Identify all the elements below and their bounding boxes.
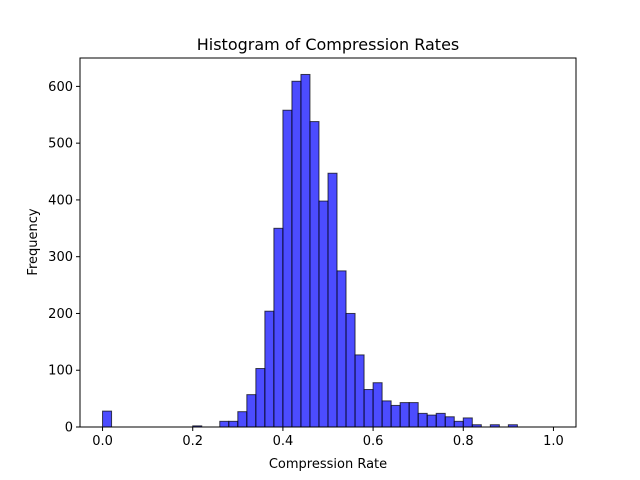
histogram-bar [399, 402, 410, 428]
histogram-bar [264, 310, 275, 428]
histogram-bar [426, 414, 437, 428]
y-axis-ticks: 0 100 200 300 400 500 600 [48, 80, 80, 436]
y-axis-label: Frequency [26, 208, 41, 275]
histogram-bar [237, 411, 248, 428]
histogram-bar [372, 382, 383, 428]
histogram-bar [453, 420, 464, 428]
x-tick-label: 0.0 [92, 434, 113, 449]
histogram-bar [444, 416, 455, 428]
x-axis-label: Compression Rate [269, 457, 387, 472]
histogram-bar [102, 410, 113, 428]
chart-title: Histogram of Compression Rates [197, 35, 460, 54]
y-tick-label: 200 [48, 307, 73, 322]
y-tick-label: 300 [48, 250, 73, 265]
x-tick-label: 0.8 [453, 434, 474, 449]
y-tick-label: 400 [48, 193, 73, 208]
histogram-bar [345, 312, 356, 428]
x-tick-label: 0.6 [363, 434, 384, 449]
x-axis-ticks: 0.0 0.2 0.4 0.6 0.8 1.0 [92, 427, 564, 449]
y-tick-label: 600 [48, 80, 73, 95]
histogram-bar [300, 73, 311, 428]
histogram-bar [462, 417, 473, 428]
x-tick-label: 0.2 [182, 434, 203, 449]
y-tick-label: 0 [65, 421, 73, 436]
histogram-bar [336, 270, 347, 428]
histogram-bar [255, 368, 266, 428]
histogram-bar [327, 172, 338, 428]
histogram-bar [435, 412, 446, 428]
histogram-bar [408, 402, 419, 428]
histogram-bar [318, 200, 329, 428]
histogram-bar [390, 404, 401, 428]
plot-frame [79, 57, 577, 428]
histogram-bar [273, 227, 284, 428]
histogram-bar [282, 109, 293, 428]
histogram-bar [228, 420, 239, 428]
histogram-bar [219, 420, 230, 428]
histogram-bar [291, 80, 302, 428]
histogram-bar [417, 412, 428, 428]
histogram-bar [246, 394, 257, 428]
histogram-bar [354, 354, 365, 428]
y-tick-label: 100 [48, 364, 73, 379]
histogram-bar [309, 121, 320, 428]
y-tick-label: 500 [48, 137, 73, 152]
x-tick-label: 0.4 [273, 434, 294, 449]
x-tick-label: 1.0 [543, 434, 564, 449]
histogram-bar [381, 400, 392, 428]
histogram-bar [363, 389, 374, 428]
